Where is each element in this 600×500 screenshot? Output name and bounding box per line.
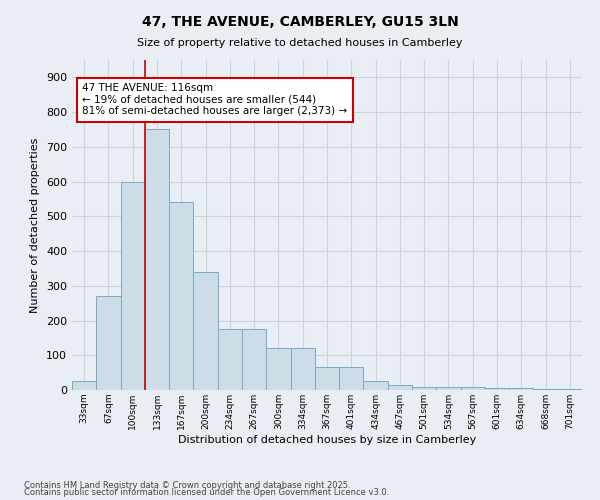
Text: Contains HM Land Registry data © Crown copyright and database right 2025.: Contains HM Land Registry data © Crown c…	[24, 480, 350, 490]
Bar	[242, 329, 266, 390]
Bar	[485, 388, 509, 390]
Bar	[266, 348, 290, 390]
Text: Size of property relative to detached houses in Camberley: Size of property relative to detached ho…	[137, 38, 463, 48]
Text: Contains public sector information licensed under the Open Government Licence v3: Contains public sector information licen…	[24, 488, 389, 497]
Text: 47 THE AVENUE: 116sqm
← 19% of detached houses are smaller (544)
81% of semi-det: 47 THE AVENUE: 116sqm ← 19% of detached …	[82, 83, 347, 116]
Bar	[412, 386, 436, 390]
Bar	[193, 272, 218, 390]
Text: 47, THE AVENUE, CAMBERLEY, GU15 3LN: 47, THE AVENUE, CAMBERLEY, GU15 3LN	[142, 15, 458, 29]
Bar	[121, 182, 145, 390]
Bar	[436, 386, 461, 390]
Bar	[290, 348, 315, 390]
Bar	[218, 329, 242, 390]
Bar	[388, 385, 412, 390]
Bar	[509, 388, 533, 390]
Bar	[339, 368, 364, 390]
Bar	[533, 389, 558, 390]
Bar	[72, 380, 96, 390]
X-axis label: Distribution of detached houses by size in Camberley: Distribution of detached houses by size …	[178, 434, 476, 444]
Y-axis label: Number of detached properties: Number of detached properties	[31, 138, 40, 312]
Bar	[145, 130, 169, 390]
Bar	[169, 202, 193, 390]
Bar	[96, 296, 121, 390]
Bar	[315, 368, 339, 390]
Bar	[461, 387, 485, 390]
Bar	[364, 380, 388, 390]
